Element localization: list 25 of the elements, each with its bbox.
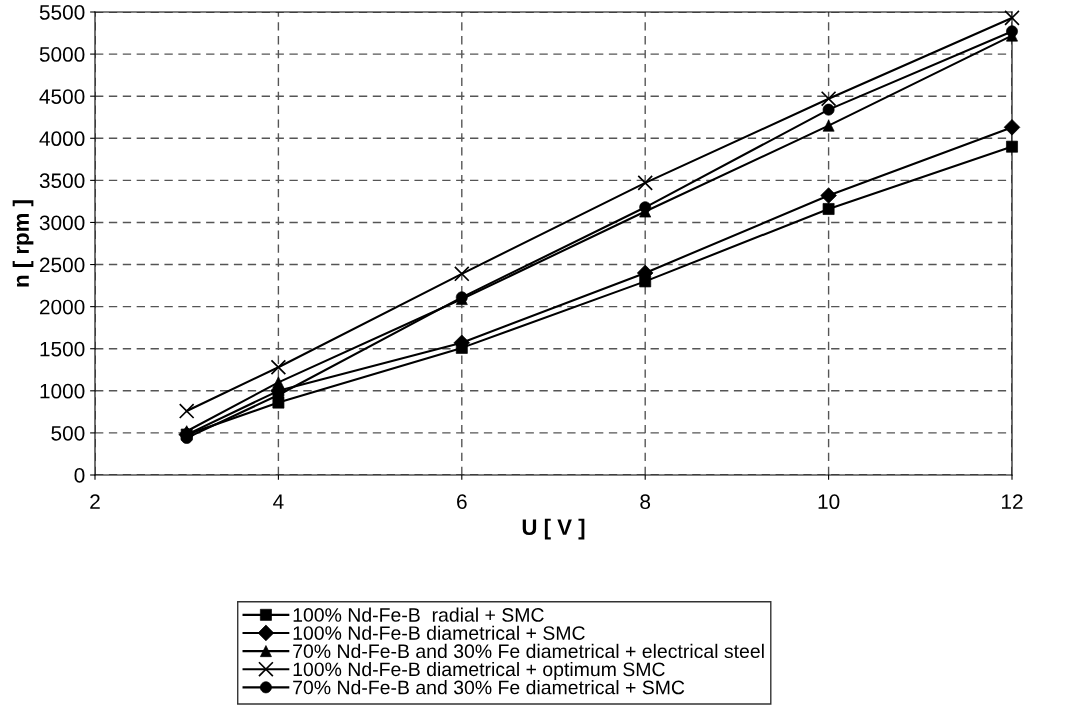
y-tick-label: 1500 (40, 341, 85, 357)
x-tick-label: 8 (640, 494, 651, 510)
y-tick-label: 4500 (39, 89, 85, 104)
y-tick-label: 0 (74, 468, 85, 483)
y-tick-label: 4000 (39, 131, 85, 147)
y-tick-label: 5000 (39, 47, 85, 62)
y-tick-label: 1000 (40, 383, 85, 399)
x-axis-title: U [ V ] (522, 518, 585, 540)
legend-label: 70% Nd-Fe-B and 30% Fe diametrical + SMC (293, 680, 685, 695)
y-tick-label: 3500 (39, 173, 85, 189)
y-tick-label: 2500 (39, 257, 85, 273)
y-tick-label: 2000 (39, 299, 85, 315)
y-axis-title: n [ rpm ] (12, 200, 34, 287)
y-tick-label: 500 (51, 425, 85, 441)
legend-label: 100% Nd-Fe-B diametrical + SMC (293, 625, 585, 640)
x-tick-label: 2 (90, 494, 100, 509)
y-tick-label: 3000 (39, 215, 85, 231)
x-tick-label: 12 (1002, 494, 1023, 509)
legend-label: 100% Nd-Fe-B radial + SMC (293, 607, 544, 622)
legend-label: 70% Nd-Fe-B and 30% Fe diametrical + electrical steel (293, 643, 764, 659)
legend-label: 100% Nd-Fe-B diametrical + optimum SMC (293, 661, 665, 681)
x-tick-label: 10 (818, 494, 840, 510)
x-tick-label: 6 (457, 494, 467, 510)
y-tick-label: 5500 (39, 5, 85, 20)
x-tick-label: 4 (273, 494, 284, 509)
